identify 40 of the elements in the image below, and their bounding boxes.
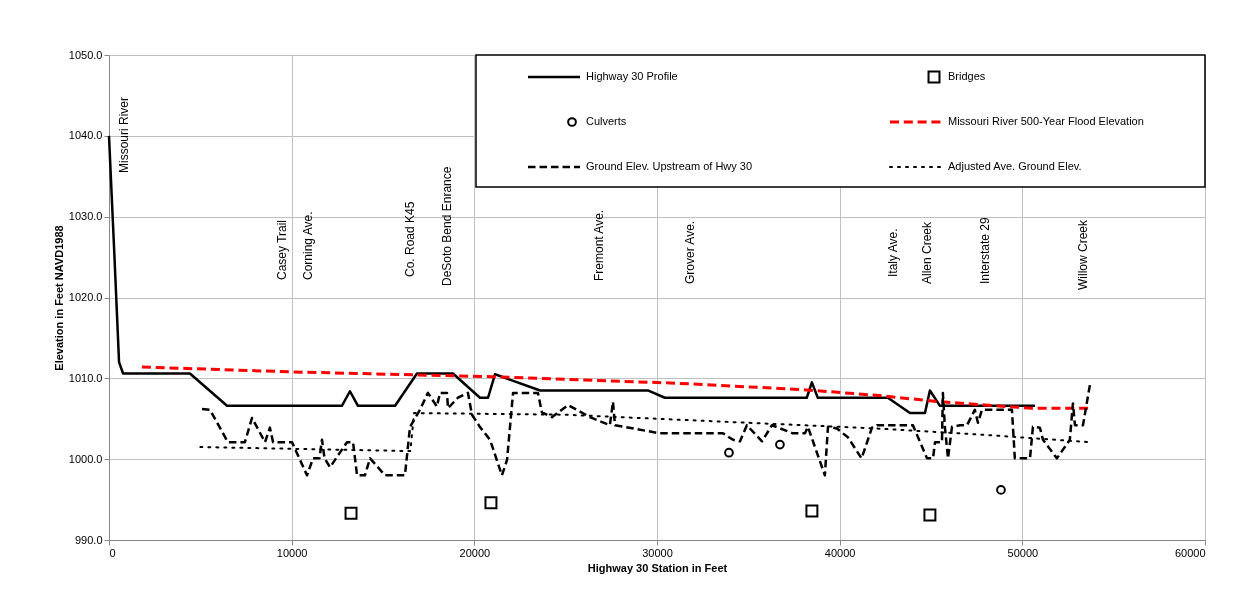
legend-label: Highway 30 Profile (586, 70, 678, 82)
y-tick-label: 1020.0 (68, 291, 103, 303)
point (996, 485, 1006, 495)
x-tick-label: 50000 (1007, 546, 1039, 559)
annotation: Fremont Ave. (592, 209, 606, 281)
annotation: Italy Ave. (886, 228, 900, 277)
point (923, 508, 937, 522)
annotation: Interstate 29 (978, 216, 992, 284)
y-tick-label: 1040.0 (68, 129, 103, 142)
annotation: Casey Trail (275, 219, 289, 280)
x-tick-label: 30000 (642, 546, 673, 559)
legend-label: Adjusted Ave. Ground Elev. (948, 160, 1082, 172)
x-tick-label: 40000 (824, 546, 856, 559)
x-tick-label: 60000 (1174, 546, 1206, 559)
y-tick-label: 1030.0 (68, 210, 103, 223)
point (344, 506, 358, 520)
x-axis-title: Highway 30 Station in Feet (587, 561, 728, 574)
x-tick-label: 0 (109, 546, 116, 559)
point (805, 504, 819, 518)
y-tick-label: 990.0 (74, 533, 103, 546)
y-tick-label: 1010.0 (68, 371, 103, 384)
point (775, 439, 785, 450)
x-tick-label: 20000 (459, 546, 491, 559)
y-tick-label: 1000.0 (68, 452, 103, 465)
point (484, 496, 498, 510)
annotation: Corning Ave. (301, 211, 315, 280)
annotation: Grover Ave. (683, 220, 697, 284)
legend-label: Ground Elev. Upstream of Hwy 30 (586, 160, 753, 172)
legend-label: Bridges (948, 70, 986, 82)
y-tick-label: 1050.0 (68, 48, 103, 61)
point (724, 447, 734, 458)
annotation: Co. Road K45 (403, 201, 417, 277)
annotation: Allen Creek (920, 220, 934, 284)
y-axis-title: Elevation in Feet NAVD1988 (52, 225, 65, 371)
legend-label: Missouri River 500-Year Flood Elevation (948, 115, 1144, 127)
legend-label: Culverts (586, 115, 627, 127)
annotation: Willow Creek (1076, 218, 1090, 290)
annotation: DeSoto Bend Enrance (440, 166, 454, 286)
x-tick-label: 10000 (276, 546, 308, 559)
annotation: Missouri River (117, 96, 131, 173)
